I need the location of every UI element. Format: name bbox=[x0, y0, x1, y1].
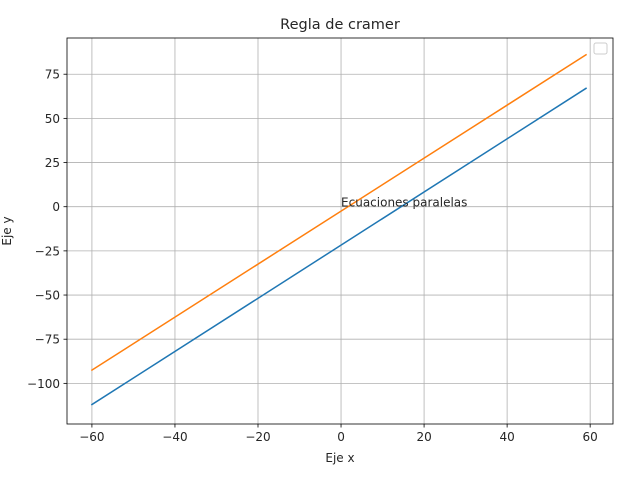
y-axis: −100 −75 −50 −25 0 25 50 75 bbox=[27, 68, 67, 391]
y-tick-label: 75 bbox=[45, 68, 60, 82]
x-tick-label: −20 bbox=[245, 430, 270, 444]
x-axis: −60 −40 −20 0 20 40 60 bbox=[79, 424, 598, 444]
y-tick-label: 0 bbox=[52, 200, 60, 214]
y-tick-label: 50 bbox=[45, 112, 60, 126]
annotations: Ecuaciones paralelas bbox=[341, 196, 467, 210]
x-tick-label: −40 bbox=[162, 430, 187, 444]
series-lines bbox=[90, 53, 588, 406]
plot-frame bbox=[66, 37, 614, 425]
y-tick-label: −100 bbox=[27, 377, 60, 391]
series-line-1 bbox=[90, 87, 588, 406]
x-tick-label: 60 bbox=[583, 430, 598, 444]
x-tick-label: 40 bbox=[499, 430, 514, 444]
y-tick-label: −50 bbox=[35, 289, 60, 303]
series-line-2 bbox=[90, 53, 588, 372]
x-tick-label: −60 bbox=[79, 430, 104, 444]
x-tick-label: 20 bbox=[416, 430, 431, 444]
chart-title: Regla de cramer bbox=[280, 17, 400, 33]
grid bbox=[67, 38, 613, 424]
y-tick-label: 25 bbox=[45, 156, 60, 170]
x-tick-label: 0 bbox=[337, 430, 345, 444]
y-axis-label: Eje y bbox=[0, 216, 14, 245]
annotation-text: Ecuaciones paralelas bbox=[341, 196, 467, 210]
x-axis-label: Eje x bbox=[325, 451, 354, 465]
y-tick-label: −25 bbox=[35, 244, 60, 258]
y-tick-label: −75 bbox=[35, 333, 60, 347]
legend-box bbox=[593, 42, 608, 55]
